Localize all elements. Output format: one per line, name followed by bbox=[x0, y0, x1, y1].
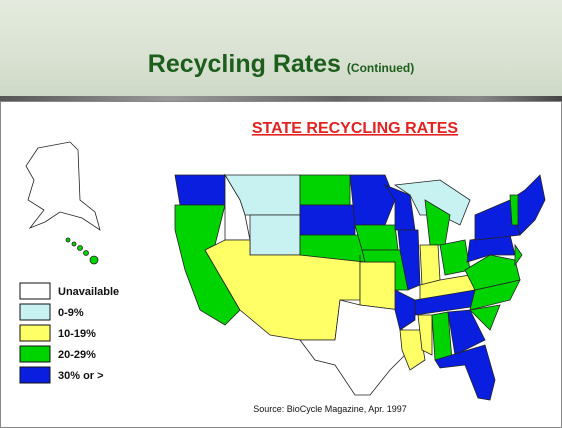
state bbox=[349, 174, 396, 226]
legend-swatch bbox=[19, 324, 51, 342]
state bbox=[469, 304, 501, 331]
legend-swatch bbox=[19, 366, 51, 384]
slide-title: Recycling Rates (Continued) bbox=[0, 50, 562, 79]
state bbox=[394, 289, 416, 331]
header: Recycling Rates (Continued) bbox=[0, 0, 562, 96]
us-map bbox=[174, 173, 546, 401]
state bbox=[354, 224, 399, 251]
state bbox=[464, 254, 521, 291]
state bbox=[299, 204, 356, 236]
state bbox=[417, 314, 433, 356]
title-subtitle: (Continued) bbox=[346, 61, 415, 75]
state bbox=[359, 255, 401, 311]
legend-label: 20-29% bbox=[58, 349, 96, 361]
state bbox=[299, 174, 351, 206]
state bbox=[224, 173, 251, 241]
state bbox=[393, 179, 471, 226]
hawaii bbox=[65, 237, 99, 265]
alaska bbox=[25, 141, 101, 231]
separator bbox=[0, 96, 562, 101]
state bbox=[174, 174, 226, 206]
title-text: Recycling Rates bbox=[147, 50, 341, 78]
legend-label: 30% or > bbox=[58, 370, 104, 382]
state bbox=[249, 214, 301, 256]
state bbox=[299, 299, 406, 396]
state bbox=[397, 229, 421, 291]
state bbox=[434, 344, 496, 401]
state bbox=[509, 194, 519, 226]
legend-label: Unavailable bbox=[58, 286, 119, 298]
state bbox=[419, 244, 441, 286]
legend-swatch bbox=[19, 345, 51, 363]
legend-swatch bbox=[19, 282, 51, 300]
state bbox=[399, 329, 426, 371]
legend-label: 0-9% bbox=[58, 307, 84, 319]
source-note: Source: BioCycle Magazine, Apr. 1997 bbox=[253, 404, 407, 414]
legend-label: 10-19% bbox=[58, 328, 96, 340]
map-title: STATE RECYCLING RATES bbox=[252, 120, 459, 137]
legend-swatch bbox=[19, 303, 51, 321]
state bbox=[174, 204, 241, 326]
legend: Unavailable 0-9% 10-19% 20-29% 30% or > bbox=[19, 282, 119, 384]
state bbox=[514, 243, 523, 267]
map-panel: STATE RECYCLING RATES bbox=[0, 101, 562, 428]
state bbox=[447, 309, 486, 356]
state bbox=[509, 174, 546, 236]
